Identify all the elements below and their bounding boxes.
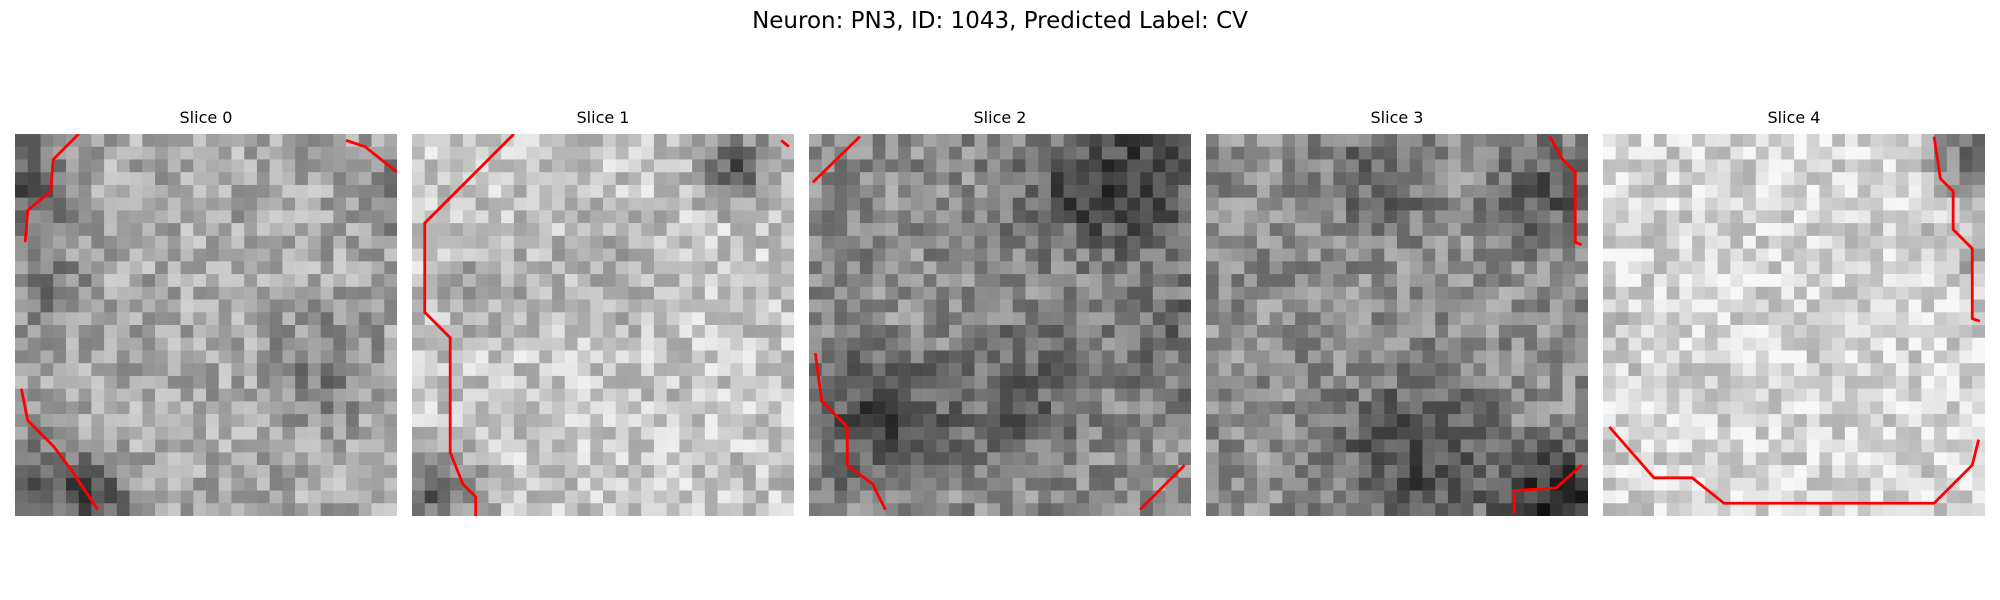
slice-contour	[811, 135, 861, 184]
slice-contour	[1608, 425, 1980, 505]
figure-title: Neuron: PN3, ID: 1043, Predicted Label: …	[752, 8, 1248, 34]
slice-title: Slice 2	[973, 108, 1027, 127]
slice-contour	[19, 388, 99, 511]
slice-title: Slice 3	[1370, 108, 1424, 127]
slice-contour	[423, 134, 515, 516]
slice-image-2	[809, 134, 1191, 516]
slice-image-3	[1206, 134, 1588, 516]
slice-image-1	[412, 134, 794, 516]
slice-contour	[345, 139, 397, 174]
slice-contour	[813, 352, 887, 511]
slice-contour	[1512, 464, 1583, 514]
slice-contour	[1932, 136, 1981, 323]
slice-image-4	[1603, 134, 1985, 516]
slice-contour	[1139, 464, 1186, 511]
slice-title: Slice 0	[179, 108, 233, 127]
slice-title: Slice 1	[576, 108, 630, 127]
slice-contour	[780, 139, 790, 148]
slice-image-0	[15, 134, 397, 516]
slice-contour	[1548, 135, 1583, 247]
slice-contour	[23, 134, 80, 243]
slice-title: Slice 4	[1767, 108, 1821, 127]
